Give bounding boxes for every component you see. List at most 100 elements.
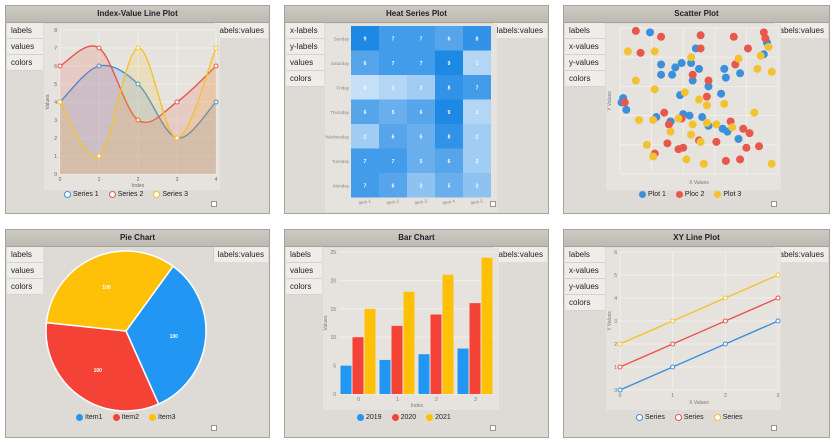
side-item-labels[interactable]: labels [565,23,605,39]
side-item-colors[interactable]: colors [7,55,43,71]
scatter-point [668,70,677,79]
resize-grip[interactable] [771,425,777,431]
resize-grip[interactable] [771,201,777,207]
side-menu: labels x-values y-values colors [565,23,605,87]
legend-swatch [153,191,161,198]
cell-value-label: 7 [476,85,479,91]
legend-item[interactable]: Item3 [149,414,176,421]
scatter-point [636,48,645,57]
panel-index-value-line-plot: Index-Value Line Plot labels values colo… [5,5,270,214]
series-line [619,320,779,391]
side-item-x-values[interactable]: x-values [565,263,605,279]
cell-value-label: 6 [448,159,451,165]
data-point [775,318,781,324]
scatter-point [649,152,658,161]
y-axis-title: Values [323,315,329,330]
labels-values-badge[interactable]: labels:values [212,247,268,262]
resize-grip[interactable] [490,201,496,207]
legend: Item1 Item2 Item3 [76,414,176,421]
cell-value-label: 7 [392,36,395,42]
legend-item[interactable]: Series [674,414,704,421]
scatter-point [704,82,713,91]
scatter-point [720,64,729,73]
side-item-labels[interactable]: labels [7,247,43,263]
legend-item[interactable]: Series 1 [64,191,99,198]
legend-item[interactable]: Series [713,414,743,421]
scatter-point [721,156,730,165]
resize-grip[interactable] [211,201,217,207]
slice-value-label: 100 [94,368,103,374]
cell-value-label: 6 [448,36,451,42]
legend-item[interactable]: Ploc 2 [675,191,704,198]
scatter-point [620,98,629,107]
heat-cell [351,99,379,124]
scatter-point [750,108,759,117]
heat-cell [379,26,407,51]
y-category-label: Saturday [331,61,350,66]
cell-value-label: 3 [476,183,479,189]
labels-values-badge[interactable]: labels:values [772,247,828,262]
cell-value-label: 9 [448,61,451,67]
cell-value-label: 5 [420,159,423,165]
side-item-values[interactable]: values [286,263,322,279]
side-item-y-values[interactable]: y-values [565,279,605,295]
labels-values-badge[interactable]: labels:values [491,23,547,38]
panel-scatter-plot: Scatter Plot labels x-values y-values co… [563,5,830,214]
side-item-labels[interactable]: labels [286,247,322,263]
side-item-x-values[interactable]: x-values [565,39,605,55]
legend-item[interactable]: Series 2 [108,191,143,198]
legend-item[interactable]: 2020 [391,414,416,421]
side-item-colors[interactable]: colors [565,71,605,87]
legend-swatch [112,414,120,421]
side-item-colors[interactable]: colors [286,71,324,87]
cell-value-label: 1 [476,61,479,67]
resize-grip[interactable] [211,425,217,431]
bar [403,291,415,394]
legend-item[interactable]: Series 3 [153,191,188,198]
scatter-point [687,59,696,68]
data-point [174,135,180,141]
side-item-values[interactable]: values [7,39,43,55]
legend-swatch [76,414,83,421]
bar [379,359,391,394]
legend-item[interactable]: Series [636,414,665,421]
scatter-point [657,60,666,69]
side-item-labels[interactable]: labels [7,23,43,39]
heat-cell [379,173,407,198]
y-tick-label: 1 [54,154,57,160]
labels-values-badge[interactable]: labels:values [772,23,828,38]
legend-item[interactable]: Item2 [112,414,139,421]
resize-grip[interactable] [490,425,496,431]
cell-value-label: 9 [448,110,451,116]
y-tick-label: 20 [330,278,336,284]
heat-cell [407,124,435,149]
side-item-colors[interactable]: colors [565,295,605,311]
scatter-point [702,101,711,110]
side-item-colors[interactable]: colors [286,279,322,295]
scatter-point [688,76,697,85]
legend-item[interactable]: Item1 [76,414,103,421]
heat-cell [351,26,379,51]
heat-cell [463,148,491,173]
side-item-x-labels[interactable]: x-labels [286,23,324,39]
side-item-values[interactable]: values [286,55,324,71]
scatter-point [660,108,669,117]
side-item-y-labels[interactable]: y-labels [286,39,324,55]
legend-item[interactable]: 2019 [357,414,382,421]
legend-item[interactable]: 2021 [426,414,451,421]
x-category-label: Item 1 [358,198,372,205]
side-item-colors[interactable]: colors [7,279,43,295]
panel-bar-chart: Bar Chart labels values colors labels:va… [284,229,549,438]
side-item-values[interactable]: values [7,263,43,279]
labels-values-badge[interactable]: labels:values [212,23,268,38]
scatter-point [731,60,740,69]
legend-item[interactable]: Plot 1 [639,191,666,198]
legend-item[interactable]: Plot 3 [714,191,741,198]
scatter-point [698,113,707,122]
side-item-labels[interactable]: labels [565,247,605,263]
side-item-y-values[interactable]: y-values [565,55,605,71]
scatter-point [745,129,754,138]
scatter-point [756,51,765,60]
labels-values-badge[interactable]: labels:values [491,247,547,262]
cell-value-label: 8 [476,36,479,42]
